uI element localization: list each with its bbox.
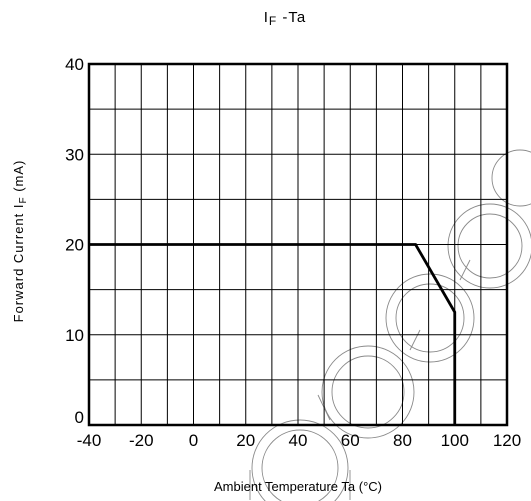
y-tick-label: 20 — [65, 236, 84, 255]
y-tick-label: 0 — [75, 408, 84, 427]
x-tick-label: 0 — [189, 431, 198, 450]
x-tick-labels: -40 -20 0 20 40 60 80 100 120 — [77, 431, 521, 450]
plot-border — [87, 62, 509, 427]
chart-title: IF -Ta — [264, 9, 307, 28]
y-tick-label: 40 — [65, 55, 84, 74]
x-tick-label: -20 — [129, 431, 154, 450]
x-tick-label: 20 — [236, 431, 255, 450]
plot-frame — [87, 62, 509, 427]
series — [89, 243, 457, 425]
series-line-0 — [89, 243, 457, 425]
y-tick-label: 30 — [65, 145, 84, 164]
x-tick-label: 100 — [441, 431, 469, 450]
x-tick-label: 40 — [289, 431, 308, 450]
x-tick-label: 60 — [341, 431, 360, 450]
x-axis-label: Ambient Temperature Ta (°C) — [214, 479, 382, 494]
x-tick-label: 80 — [393, 431, 412, 450]
y-tick-label: 10 — [65, 326, 84, 345]
y-axis-label: Forward Current IF (mA) — [11, 160, 29, 323]
x-tick-label: -40 — [77, 431, 102, 450]
y-tick-labels: 0 10 20 30 40 — [65, 55, 84, 427]
x-tick-label: 120 — [493, 431, 521, 450]
